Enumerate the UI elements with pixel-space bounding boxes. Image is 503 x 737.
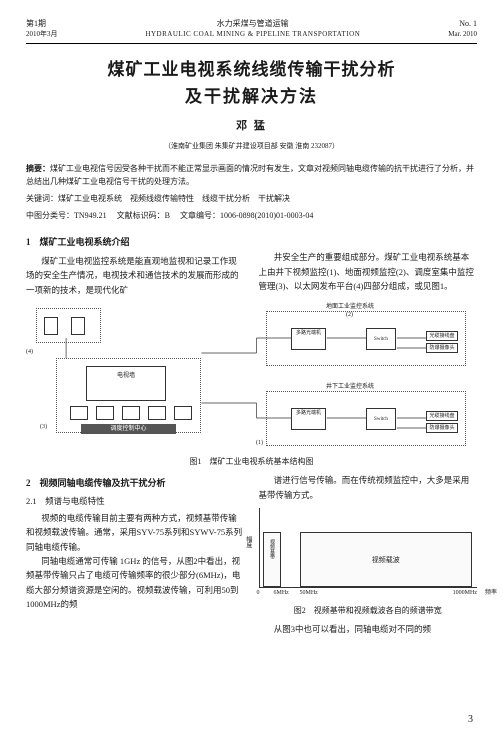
figure2-diagram: 幅度 视频基带 视频载波 0 6MHz 50MHz 1000MHz 频率 (259, 508, 478, 588)
intro-columns: 1 煤矿工业电视系统介绍 煤矿工业电视监控系统是能直观地监视和记录工作现场的安全… (26, 232, 477, 297)
art-num: 1006-0898(2010)01-0003-04 (220, 211, 313, 220)
fig2-x2: 50MHz (300, 589, 318, 597)
junction-box2: 光缆接线盘 (426, 411, 458, 421)
fig2-ylabel: 幅度 (244, 536, 252, 548)
keywords-label: 关键词： (26, 194, 58, 203)
figure1-label2: (2) (346, 311, 353, 319)
fig2-band1: 视频基带 (263, 532, 281, 587)
abstract-text: 煤矿工业电视信号因受各种干扰而不能正常显示画面的情况时有发生，文章对视频同轴电缆… (26, 164, 474, 187)
pc-icon (44, 317, 58, 335)
figure1: (4) 电视墙 调度控制中心 (3) 地面工业监控系统 (2) 多路光端机 Sw… (26, 303, 477, 467)
figure2-caption: 图2 视频基带和视频载波各自的频谱带宽 (259, 605, 478, 616)
tv-wall: 电视墙 (86, 366, 166, 401)
figure2-note: 从图3中也可以看出，同轴电缆对不同的频 (259, 622, 478, 636)
section2-sub: 2.1 频谱与电缆特性 (26, 496, 245, 508)
col-left: 1 煤矿工业电视系统介绍 煤矿工业电视监控系统是能直观地监视和记录工作现场的安全… (26, 232, 245, 297)
monitor-icon (96, 406, 114, 420)
fig2-x1: 6MHz (274, 589, 289, 597)
switch-box: Switch (366, 328, 396, 350)
optical-dev: 多路光端机 (291, 328, 326, 350)
pc-icon (71, 317, 85, 335)
under-label: 井下工业监控系统 (326, 383, 374, 391)
figure1-label4: (4) (26, 348, 33, 356)
paper-title-line1: 煤矿工业电视系统线缆传输干扰分析 (26, 58, 477, 82)
monitor-icon (148, 406, 166, 420)
journal-cn: 水力采煤与管道运输 (46, 18, 459, 29)
section1-right: 井安全生产的重要组成部分。煤矿工业电视系统基本上由井下视频监控(1)、地面视频监… (259, 250, 478, 293)
monitor-icon (122, 406, 140, 420)
running-subheader: 2010年3月 HYDRAULIC COAL MINING & PIPELINE… (26, 30, 477, 40)
monitor-icon (174, 406, 192, 420)
keywords: 关键词：煤矿工业电视系统 视频线缆传输特性 线缆干扰分析 干扰解决 (26, 192, 477, 206)
affiliation: （淮南矿业集团 朱集矿井建设项目部 安徽 淮南 232087） (26, 142, 477, 152)
paper-title-line2: 及干扰解决方法 (26, 85, 477, 109)
section2-heading: 2 视频同轴电缆传输及抗干扰分析 (26, 477, 245, 490)
section2-p2: 同轴电缆通常可传输 1GHz 的信号，从图2中看出，视频基带传输只占了电缆可传输… (26, 554, 245, 612)
issue-cn: 第1期 (26, 18, 46, 29)
clc-label: 中图分类号： (26, 211, 74, 220)
running-header: 第1期 水力采煤与管道运输 No. 1 (26, 18, 477, 29)
fig2-band2: 视频载波 (300, 532, 473, 587)
figure1-label3: (3) (40, 423, 47, 431)
figure1-label1: (1) (256, 439, 263, 447)
fig2-x0: 0 (257, 589, 260, 597)
header-rule (26, 43, 477, 44)
issue-en: No. 1 (459, 18, 477, 29)
section1-p1: 煤矿工业电视监控系统是能直观地监视和记录工作现场的安全生产情况，电视技术和通信技… (26, 254, 245, 297)
abstract: 摘要：煤矿工业电视信号因受各种干扰而不能正常显示画面的情况时有发生，文章对视频同… (26, 162, 477, 189)
section1-heading: 1 煤矿工业电视系统介绍 (26, 236, 245, 249)
camera-box: 防爆摄像头 (426, 343, 458, 353)
journal-en: HYDRAULIC COAL MINING & PIPELINE TRANSPO… (58, 30, 449, 40)
dispatch-label: 调度控制中心 (81, 424, 176, 434)
doc-code: B (165, 211, 170, 220)
fig2-x3: 1000MHz (453, 589, 477, 597)
section2-columns: 2 视频同轴电缆传输及抗干扰分析 2.1 频谱与电缆特性 视频的电缆传输目前主要… (26, 473, 477, 637)
clc: TN949.21 (74, 211, 107, 220)
fig2-band1-label: 视频基带 (268, 539, 275, 559)
classification: 中图分类号：TN949.21 文献标识码：B 文章编号：1006-0898(20… (26, 209, 477, 223)
keywords-text: 煤矿工业电视系统 视频线缆传输特性 线缆干扰分析 干扰解决 (58, 194, 290, 203)
section2-right1: 谱进行信号传输。而在传统视频监控中，大多是采用基带传输方式。 (259, 473, 478, 502)
switch-box2: Switch (366, 408, 396, 430)
figure1-diagram: (4) 电视墙 调度控制中心 (3) 地面工业监控系统 (2) 多路光端机 Sw… (26, 303, 477, 453)
art-label: 文章编号： (180, 211, 220, 220)
camera-box2: 防爆摄像头 (426, 423, 458, 433)
figure1-caption: 图1 煤矿工业电视系统基本结构图 (26, 456, 477, 467)
abstract-label: 摘要： (26, 164, 50, 173)
section2-p1: 视频的电缆传输目前主要有两种方式，视频基带传输和视频载波传输。通常，采用SYV-… (26, 511, 245, 554)
optical-dev2: 多路光端机 (291, 408, 326, 430)
author: 邓 猛 (26, 119, 477, 134)
junction-box: 光缆接线盘 (426, 331, 458, 341)
col2-right: 谱进行信号传输。而在传统视频监控中，大多是采用基带传输方式。 幅度 视频基带 视… (259, 473, 478, 637)
page-number: 3 (468, 713, 473, 727)
date-en: Mar. 2010 (448, 30, 477, 40)
monitor-icon (70, 406, 88, 420)
fig2-xaxis: 频率 (485, 589, 497, 597)
doc-label: 文献标识码： (117, 211, 165, 220)
col-right: 井安全生产的重要组成部分。煤矿工业电视系统基本上由井下视频监控(1)、地面视频监… (259, 232, 478, 297)
col2-left: 2 视频同轴电缆传输及抗干扰分析 2.1 频谱与电缆特性 视频的电缆传输目前主要… (26, 473, 245, 637)
date-cn: 2010年3月 (26, 30, 58, 40)
